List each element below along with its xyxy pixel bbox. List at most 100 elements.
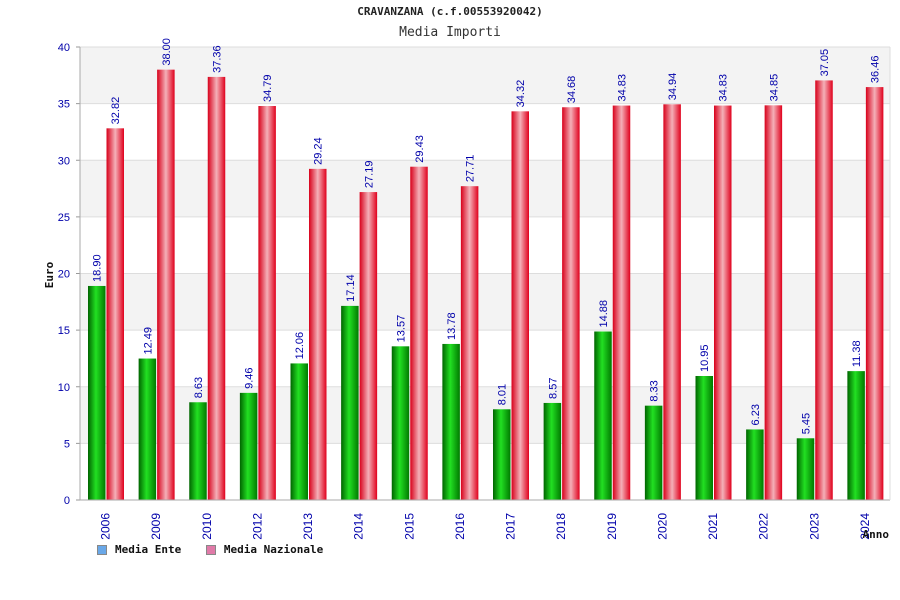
x-tick-label: 2021 [706, 513, 720, 540]
bar-media-nazionale [663, 104, 681, 500]
bar-media-ente [290, 363, 308, 500]
y-tick-label: 35 [58, 99, 70, 111]
bar-value-label: 12.49 [142, 327, 154, 355]
bar-media-ente [391, 346, 410, 500]
bar-value-label: 37.36 [212, 45, 224, 73]
bar-media-ente [746, 429, 764, 500]
x-axis-label: Anno [863, 528, 890, 541]
legend-label: Media Ente [115, 543, 182, 556]
bar-value-label: 38.00 [161, 38, 173, 66]
y-tick-label: 10 [58, 382, 70, 394]
legend-item-media-nazionale: Media Nazionale [205, 543, 324, 556]
bar-value-label: 34.83 [617, 74, 629, 102]
chart-subtitle: Media Importi [399, 25, 501, 40]
bar-value-label: 32.82 [110, 97, 122, 125]
bar-value-label: 17.14 [345, 274, 357, 302]
bar-media-nazionale [309, 168, 327, 500]
x-tick-label: 2010 [200, 513, 214, 540]
chart-title: CRAVANZANA (c.f.00553920042) [357, 5, 543, 18]
bar-value-label: 34.68 [566, 76, 578, 104]
bar-value-label: 36.46 [870, 56, 882, 84]
x-tick-label: 2015 [402, 513, 416, 540]
y-axis-label: Euro [43, 261, 56, 288]
x-tick-label: 2017 [504, 513, 518, 540]
legend-label: Media Nazionale [223, 543, 324, 556]
bar-value-label: 12.06 [294, 332, 306, 360]
legend-swatch-ente [97, 544, 107, 555]
bar-media-nazionale [106, 128, 124, 500]
y-tick-label: 5 [64, 438, 70, 450]
x-tick-label: 2009 [149, 513, 163, 540]
x-tick-label: 2012 [250, 513, 264, 540]
x-tick-label: 2016 [453, 513, 467, 540]
y-tick-label: 15 [58, 325, 70, 337]
y-tick-labels: 0 5 10 15 20 25 30 35 40 [58, 42, 70, 507]
bar-value-label: 10.95 [699, 344, 711, 372]
bar-value-label: 13.78 [446, 312, 458, 340]
value-labels: 18.90 32.82 12.49 38.00 8.63 37.36 9.46 34.79 12… [92, 38, 882, 434]
bar-value-label: 29.43 [414, 135, 426, 163]
x-tick-label: 2020 [655, 513, 669, 540]
y-tick-label: 40 [58, 42, 70, 54]
bar-media-ente [341, 305, 359, 500]
bar-value-label: 29.24 [313, 137, 325, 165]
bar-value-label: 37.05 [819, 49, 831, 77]
bar-media-ente [796, 438, 815, 500]
bar-media-ente [442, 343, 460, 500]
bar-media-ente [239, 392, 258, 500]
legend-item-media-ente: Media Ente [97, 543, 181, 556]
bar-value-label: 8.33 [649, 380, 661, 401]
bar-media-nazionale [258, 106, 276, 501]
bar-value-label: 6.23 [750, 404, 762, 425]
bar-value-label: 34.79 [262, 74, 274, 102]
y-tick-label: 25 [58, 212, 70, 224]
bar-media-ente [695, 375, 713, 500]
bar-value-label: 34.32 [515, 80, 527, 108]
x-tick-label: 2019 [605, 513, 619, 540]
bar-media-nazionale [511, 111, 529, 501]
bar-media-nazionale [865, 87, 884, 500]
bar-value-label: 11.38 [851, 340, 863, 367]
bar-media-nazionale [207, 76, 226, 500]
x-tick-label: 2024 [858, 513, 872, 540]
bar-value-label: 27.71 [465, 155, 477, 183]
x-tick-label: 2013 [301, 513, 315, 540]
bar-media-nazionale [410, 166, 428, 500]
bar-value-label: 34.94 [667, 73, 679, 101]
bar-media-ente [644, 405, 663, 500]
bar-value-label: 8.01 [497, 384, 509, 405]
x-tick-label: 2018 [554, 513, 568, 540]
x-tick-label: 2014 [352, 513, 366, 540]
axes [76, 46, 891, 501]
bar-media-ente [543, 402, 562, 500]
bar-value-label: 14.88 [598, 300, 610, 328]
bar-media-ente [847, 371, 865, 500]
bar-media-ente [594, 331, 612, 500]
bar-value-label: 5.45 [801, 413, 813, 434]
x-tick-label: 2006 [99, 513, 113, 540]
bar-value-label: 9.46 [244, 367, 256, 388]
bar-media-ente [493, 409, 511, 500]
legend: Media Ente Media Nazionale [97, 543, 341, 558]
bar-media-nazionale [157, 69, 175, 501]
x-tick-labels: 2006 2009 2010 2012 2013 2014 2015 2016 2017 2018… [99, 513, 872, 540]
bar-media-ente [138, 358, 157, 500]
x-tick-label: 2023 [807, 513, 821, 540]
bar-media-nazionale [815, 80, 833, 500]
x-tick-label: 2022 [757, 513, 771, 540]
bar-media-nazionale [359, 192, 378, 501]
bar-value-label: 34.85 [768, 74, 780, 102]
bar-value-label: 8.57 [547, 378, 559, 399]
bar-value-label: 18.90 [92, 254, 104, 282]
bar-value-label: 27.19 [363, 161, 375, 189]
bar-media-nazionale [764, 105, 783, 500]
bar-media-nazionale [562, 107, 580, 501]
bar-media-ente [189, 402, 207, 500]
y-tick-label: 20 [58, 269, 70, 281]
y-tick-label: 30 [58, 155, 70, 167]
legend-swatch-nazionale [205, 544, 216, 555]
bar-media-nazionale [460, 186, 479, 500]
bar-media-ente [88, 285, 106, 500]
